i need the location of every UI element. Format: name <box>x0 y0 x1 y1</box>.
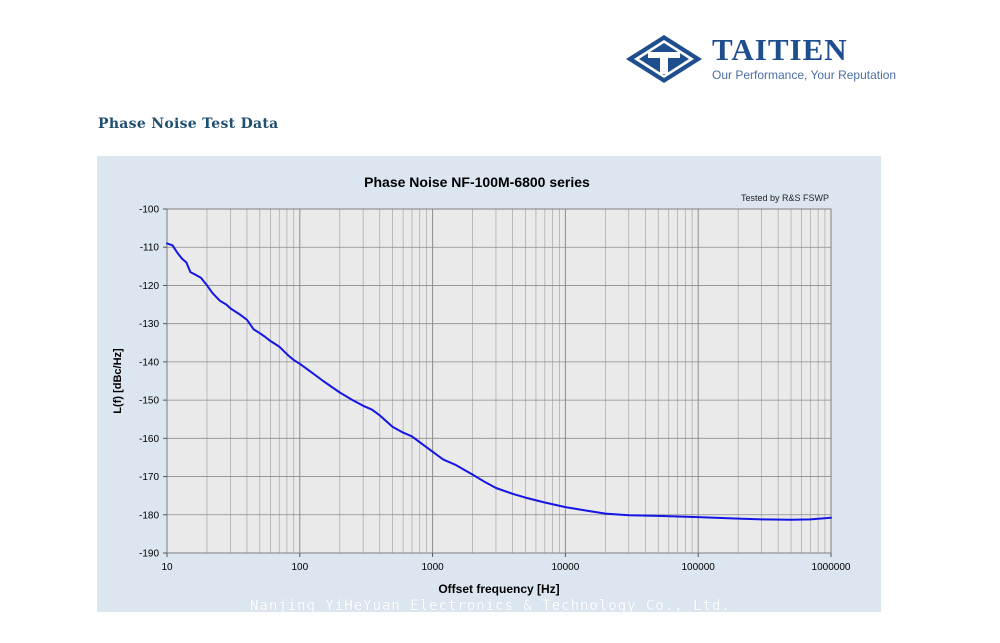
chart-title: Phase Noise NF-100M-6800 series <box>364 174 590 190</box>
axis-ticks: 10 100 1000 10000 100000 1000000 -100 -110 -120 -… <box>139 205 851 574</box>
x-tick-label: 1000000 <box>812 562 851 573</box>
plot-area <box>167 209 831 553</box>
brand-tagline: Our Performance, Your Reputation <box>712 68 897 82</box>
plot-border <box>166 208 832 554</box>
y-tick-label: -180 <box>139 510 159 521</box>
watermark-text: Nanjing YiHeYuan Electronics & Technolog… <box>250 598 731 614</box>
y-tick-label: -140 <box>139 357 159 368</box>
chart-annotation: Tested by R&S FSWP <box>741 193 829 203</box>
y-tick-label: -110 <box>140 243 160 254</box>
y-tick-label: -100 <box>139 205 159 216</box>
y-tick-label: -120 <box>139 281 159 292</box>
y-tick-label: -190 <box>139 549 159 560</box>
x-tick-label: 100 <box>291 562 308 573</box>
chart-panel: 10 100 1000 10000 100000 1000000 -100 -110 -120 -… <box>97 156 881 612</box>
x-axis-label: Offset frequency [Hz] <box>438 582 559 596</box>
y-tick-label: -170 <box>139 472 159 483</box>
brand-name: TAITIEN <box>712 32 848 67</box>
x-tick-label: 10000 <box>551 562 579 573</box>
phase-noise-chart: 10 100 1000 10000 100000 1000000 -100 -110 -120 -… <box>112 174 851 596</box>
y-axis-label: L(f) [dBc/Hz] <box>112 348 124 414</box>
x-tick-label: 10 <box>161 562 173 573</box>
y-tick-label: -150 <box>139 396 159 407</box>
y-tick-label: -130 <box>139 319 159 330</box>
y-tick-label: -160 <box>139 434 159 445</box>
x-tick-label: 1000 <box>421 562 444 573</box>
phase-noise-series-line <box>166 242 832 521</box>
taitien-logo-icon <box>626 35 702 83</box>
brand-logo: TAITIEN Our Performance, Your Reputation <box>622 32 902 88</box>
section-title: Phase Noise Test Data <box>98 116 279 132</box>
x-tick-label: 100000 <box>682 562 716 573</box>
